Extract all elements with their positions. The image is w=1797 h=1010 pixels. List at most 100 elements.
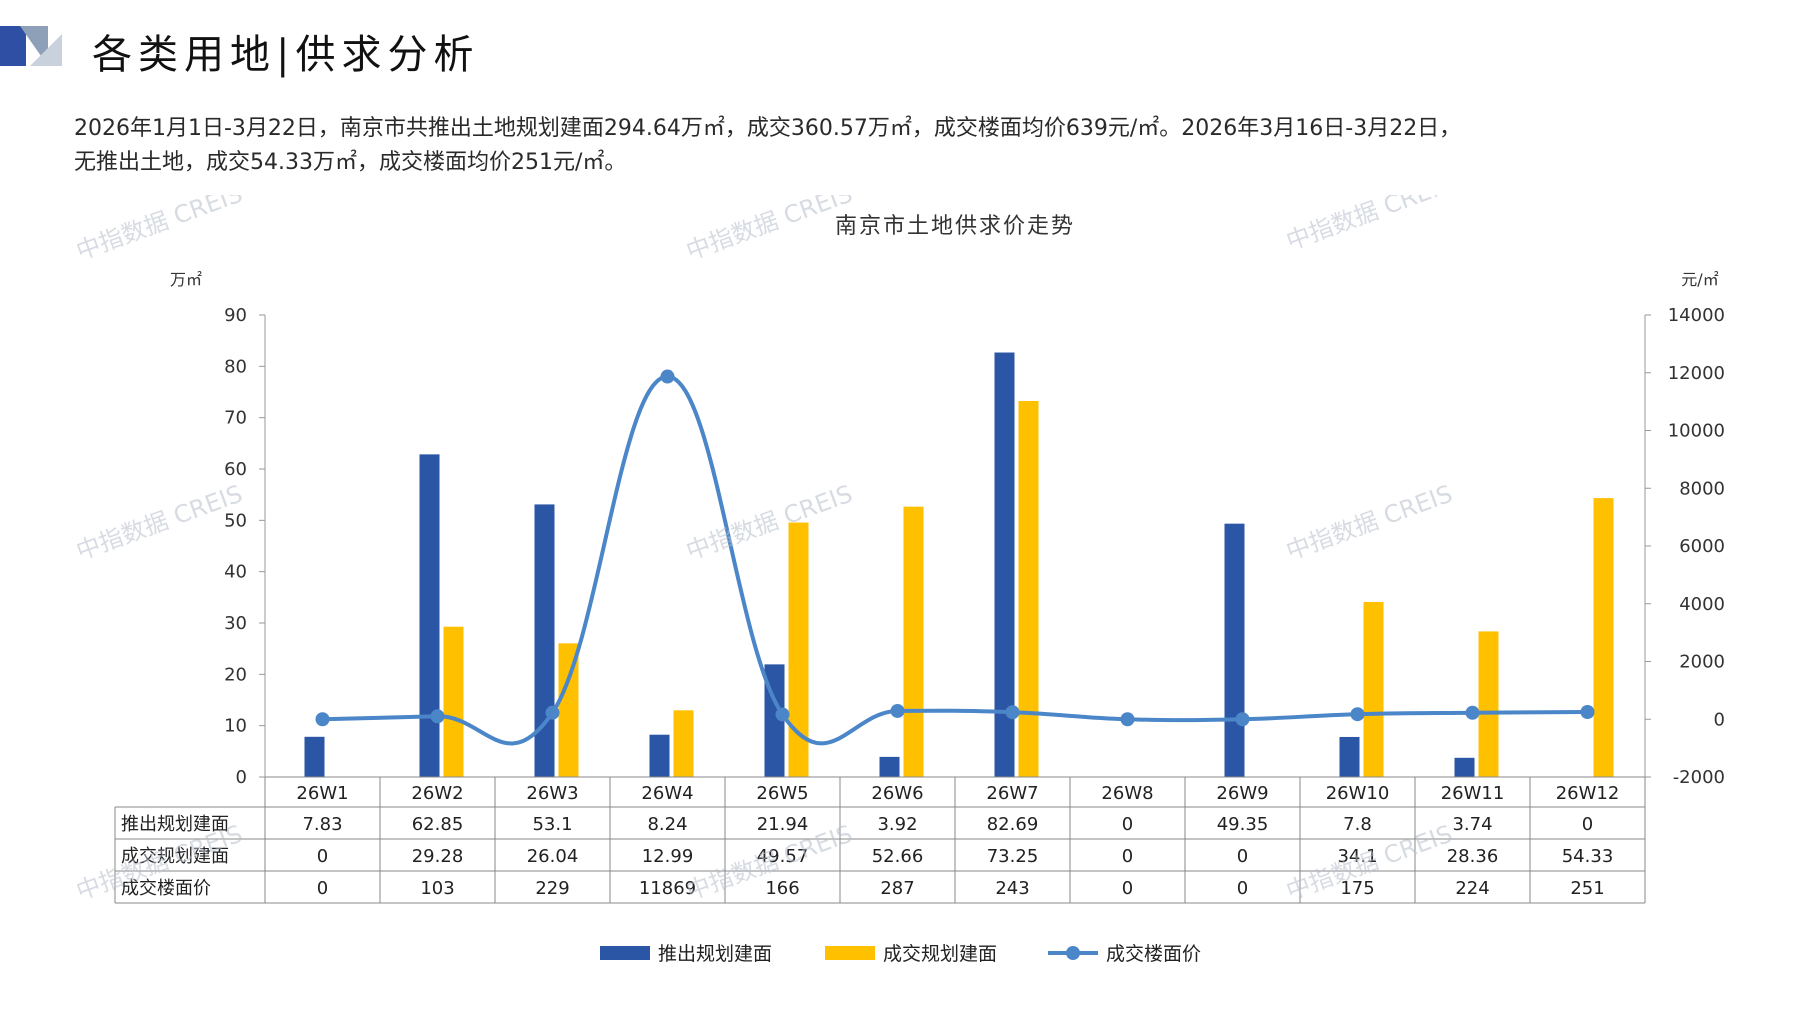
table-cell: 73.25	[987, 846, 1039, 867]
table-cell: 0	[1122, 846, 1133, 867]
page-header: 各类用地|供求分析	[0, 18, 700, 78]
table-cell: 229	[535, 878, 569, 899]
table-cell: 166	[765, 878, 799, 899]
legend-swatch-0	[600, 946, 650, 960]
table-cell: 62.85	[412, 814, 464, 835]
left-tick-label: 0	[236, 767, 247, 788]
table-cell: 0	[317, 846, 328, 867]
table-cell: 49.35	[1217, 814, 1269, 835]
summary-line-2: 无推出土地，成交54.33万㎡，成交楼面均价251元/㎡。	[74, 150, 627, 175]
legend-swatch-1	[825, 946, 875, 960]
right-tick-label: 12000	[1668, 363, 1725, 384]
table-cell: 26.04	[527, 846, 579, 867]
supply-bar-26W10	[1339, 736, 1360, 777]
chart-title: 南京市土地供求价走势	[835, 214, 1075, 239]
table-cell: 175	[1340, 878, 1374, 899]
watermark-text: 中指数据 CREIS	[72, 195, 246, 266]
x-tick-label: 26W1	[296, 783, 348, 804]
deal-bar-26W7	[1018, 400, 1039, 777]
left-tick-label: 20	[224, 664, 247, 685]
x-tick-label: 26W5	[756, 783, 808, 804]
price-line	[322, 374, 1588, 746]
table-cell: 52.66	[872, 846, 924, 867]
header-logo-shape	[0, 26, 62, 66]
deal-bar-26W10	[1363, 601, 1384, 777]
watermark-text: 中指数据 CREIS	[1282, 195, 1456, 256]
right-tick-label: 10000	[1668, 421, 1725, 442]
table-cell: 21.94	[757, 814, 809, 835]
table-cell: 7.83	[302, 814, 342, 835]
table-cell: 0	[1237, 878, 1248, 899]
right-tick-label: -2000	[1673, 767, 1725, 788]
legend-label: 成交楼面价	[1106, 943, 1201, 965]
table-cell: 243	[995, 878, 1029, 899]
watermark-text: 中指数据 CREIS	[682, 195, 856, 266]
price-point-26W11	[1465, 705, 1480, 720]
table-cell: 7.8	[1343, 814, 1372, 835]
table-cell: 0	[1122, 878, 1133, 899]
table-cell: 0	[1237, 846, 1248, 867]
table-cell: 49.57	[757, 846, 809, 867]
supply-bar-26W11	[1454, 757, 1475, 777]
left-tick-label: 30	[224, 613, 247, 634]
price-point-26W10	[1350, 707, 1365, 722]
right-tick-label: 2000	[1679, 652, 1725, 673]
supply-bar-26W1	[304, 736, 325, 777]
legend-label: 成交规划建面	[883, 943, 997, 965]
price-point-26W2	[430, 709, 445, 724]
price-point-26W7	[1005, 705, 1020, 720]
table-cell: 3.92	[877, 814, 917, 835]
table-cell: 12.99	[642, 846, 694, 867]
price-point-26W12	[1580, 705, 1595, 720]
x-tick-label: 26W9	[1216, 783, 1268, 804]
left-tick-label: 80	[224, 356, 247, 377]
right-tick-label: 6000	[1679, 536, 1725, 557]
left-tick-label: 60	[224, 459, 247, 480]
price-point-26W3	[545, 705, 560, 720]
price-point-26W8	[1120, 712, 1135, 727]
table-cell: 103	[420, 878, 454, 899]
deal-bar-26W3	[558, 643, 579, 777]
price-point-26W6	[890, 703, 905, 718]
x-tick-label: 26W7	[986, 783, 1038, 804]
left-tick-label: 70	[224, 408, 247, 429]
deal-bar-26W2	[443, 626, 464, 777]
left-axis-unit: 万㎡	[170, 270, 202, 289]
right-tick-label: 0	[1714, 709, 1725, 730]
table-cell: 82.69	[987, 814, 1039, 835]
price-point-26W5	[775, 707, 790, 722]
price-point-26W9	[1235, 712, 1250, 727]
legend-label: 推出规划建面	[658, 943, 772, 965]
x-tick-label: 26W3	[526, 783, 578, 804]
table-cell: 8.24	[647, 814, 687, 835]
page-title: 各类用地|供求分析	[92, 32, 480, 78]
table-cell: 287	[880, 878, 914, 899]
table-row-header: 推出规划建面	[121, 814, 229, 835]
table-row-header: 成交楼面价	[121, 878, 211, 899]
right-tick-label: 4000	[1679, 594, 1725, 615]
table-cell: 28.36	[1447, 846, 1499, 867]
summary-text: 2026年1月1日-3月22日，南京市共推出土地规划建面294.64万㎡，成交3…	[74, 112, 1734, 180]
x-tick-label: 26W10	[1326, 783, 1390, 804]
left-tick-label: 90	[224, 305, 247, 326]
right-tick-label: 8000	[1679, 478, 1725, 499]
x-tick-label: 26W2	[411, 783, 463, 804]
deal-bar-26W12	[1593, 498, 1614, 777]
price-point-26W1	[315, 712, 330, 727]
table-cell: 34.1	[1337, 846, 1377, 867]
table-cell: 0	[317, 878, 328, 899]
table-cell: 224	[1455, 878, 1489, 899]
x-tick-label: 26W6	[871, 783, 923, 804]
right-axis-unit: 元/㎡	[1681, 270, 1718, 289]
supply-bar-26W3	[534, 504, 555, 777]
x-tick-label: 26W11	[1441, 783, 1505, 804]
supply-bar-26W4	[649, 734, 670, 777]
table-row-header: 成交规划建面	[121, 846, 229, 867]
legend-swatch-marker	[1066, 946, 1080, 960]
summary-line-1: 2026年1月1日-3月22日，南京市共推出土地规划建面294.64万㎡，成交3…	[74, 116, 1462, 141]
supply-bar-26W9	[1224, 523, 1245, 777]
table-cell: 0	[1582, 814, 1593, 835]
deal-bar-26W5	[788, 522, 809, 777]
deal-bar-26W6	[903, 506, 924, 777]
